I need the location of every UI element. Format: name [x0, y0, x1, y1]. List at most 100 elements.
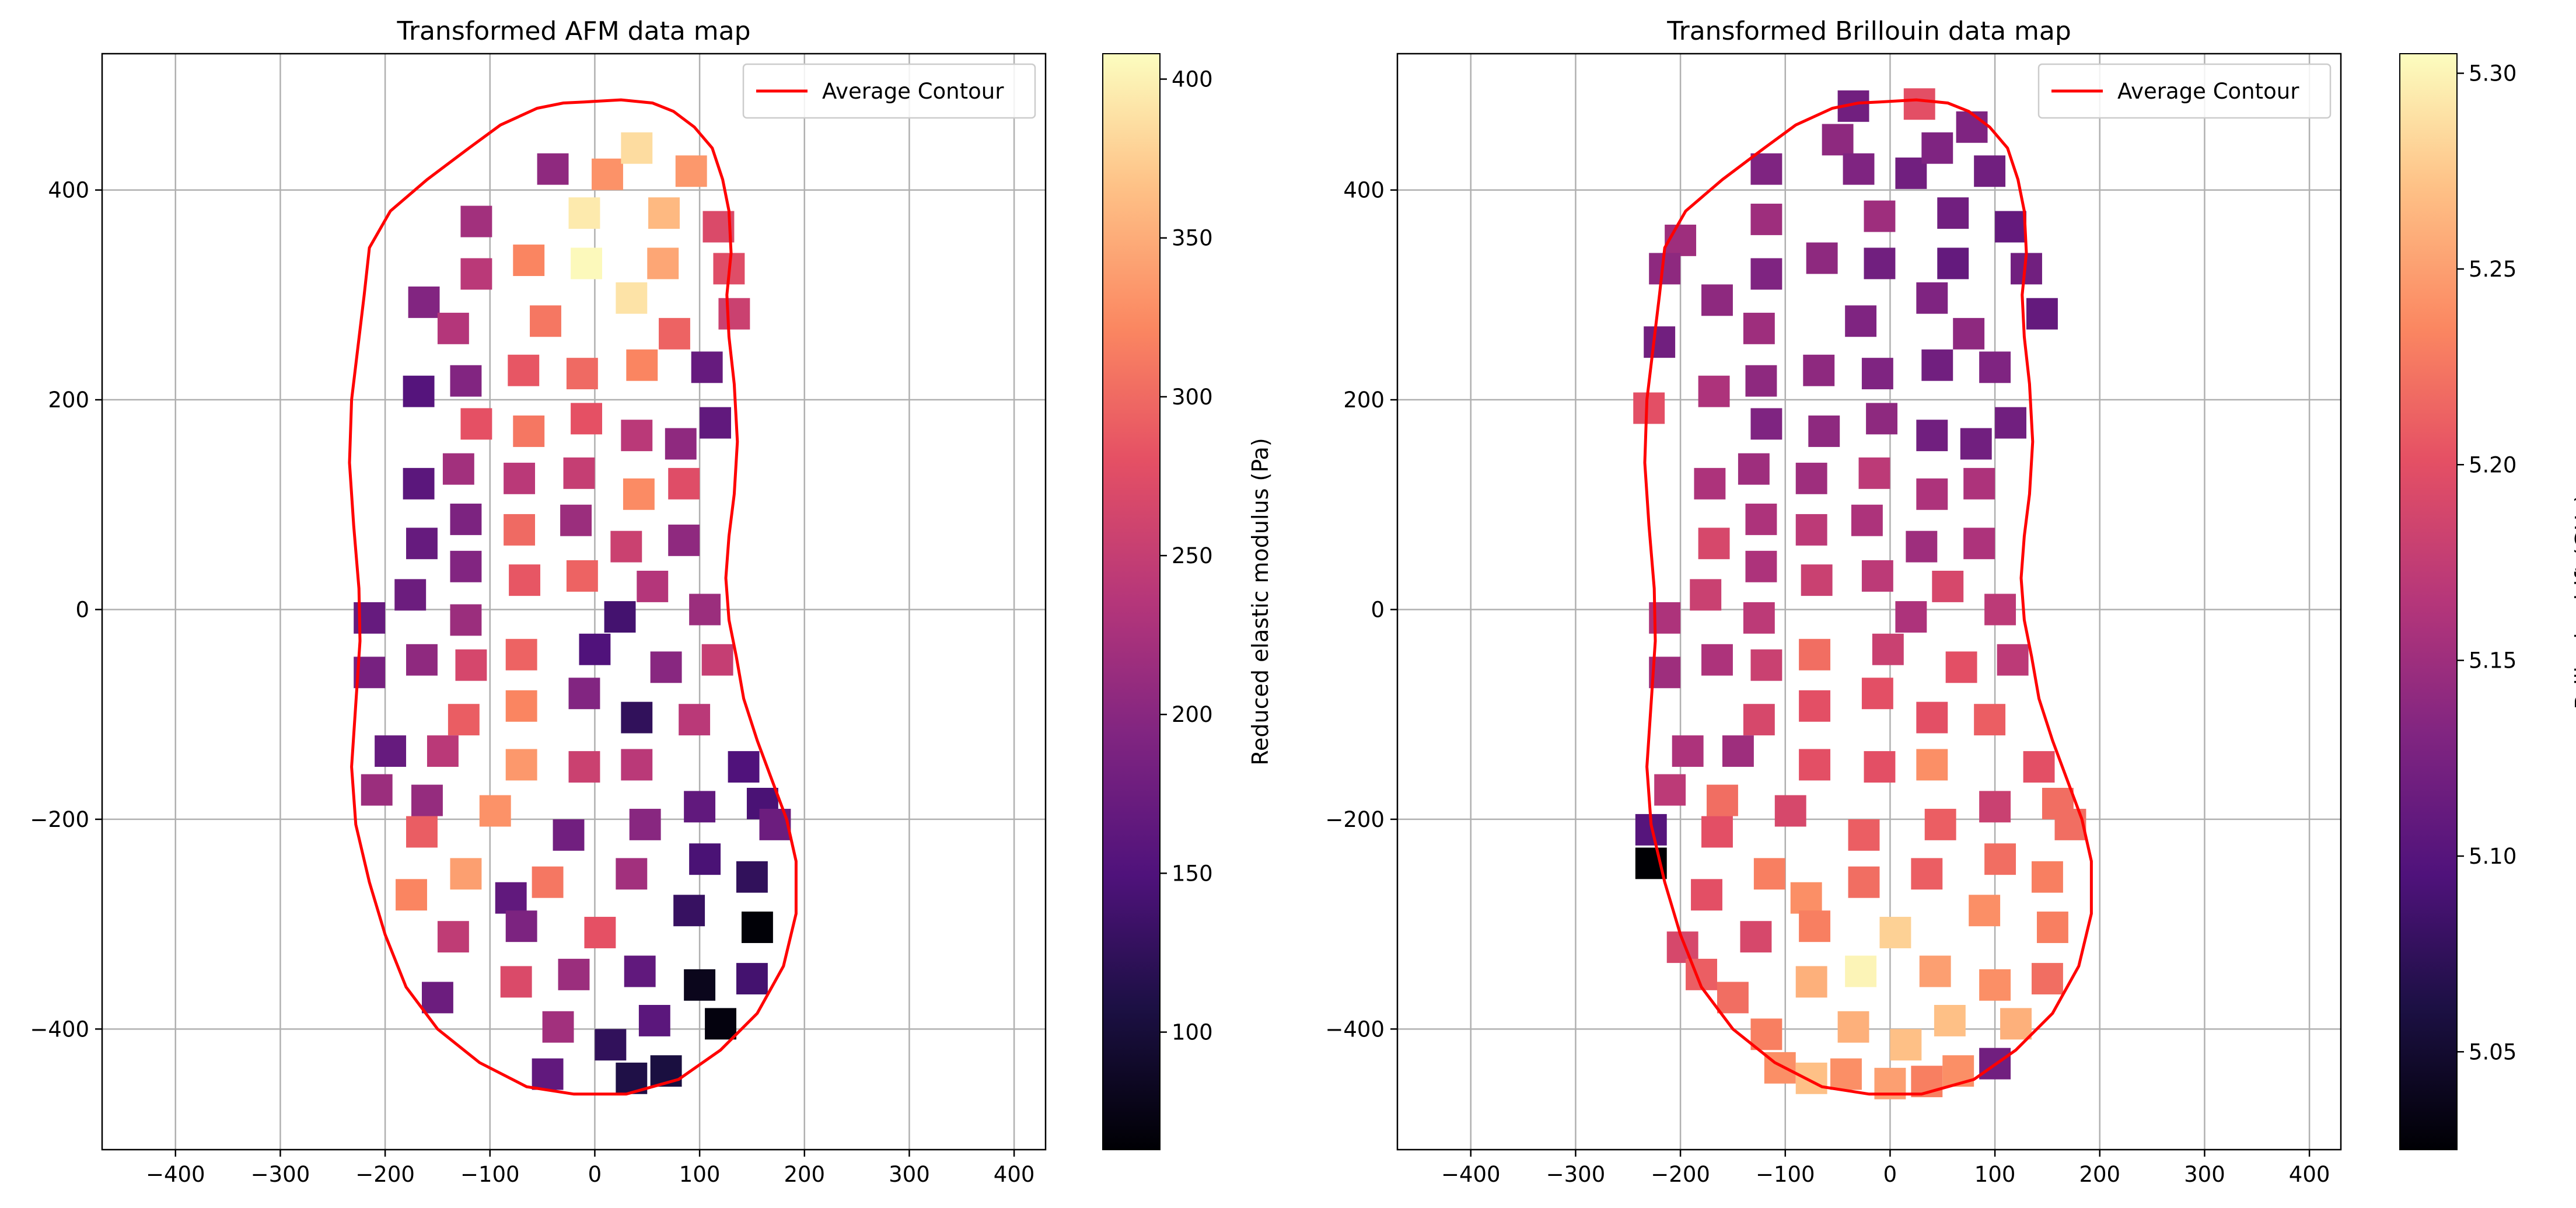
data-point	[403, 467, 435, 500]
data-point	[1822, 124, 1854, 156]
data-point	[1799, 910, 1831, 942]
data-point	[1916, 282, 1948, 314]
data-point	[2031, 861, 2063, 893]
data-point	[1845, 955, 1877, 987]
brillouin-legend-box	[2037, 63, 2332, 119]
data-point	[1753, 858, 1785, 890]
data-point	[1750, 153, 1782, 185]
data-point	[460, 408, 492, 440]
data-point	[504, 514, 536, 546]
afm-data-points	[354, 132, 791, 1094]
data-point	[1995, 407, 2026, 439]
x-tick-label: 100	[679, 1162, 721, 1187]
data-point	[1750, 649, 1782, 681]
brillouin-chart-title: Transformed Brillouin data map	[1666, 16, 2071, 46]
data-point	[571, 247, 603, 280]
y-tick-label: 400	[48, 178, 89, 203]
data-point	[406, 644, 438, 676]
x-tick-label: −100	[1756, 1162, 1815, 1187]
data-point	[2026, 298, 2058, 330]
data-point	[1879, 917, 1911, 948]
data-point	[1895, 601, 1927, 633]
data-point	[1701, 644, 1733, 676]
data-point	[1906, 530, 1938, 563]
data-point	[1963, 467, 1995, 500]
data-point	[1995, 211, 2026, 243]
data-point	[1932, 570, 1964, 602]
data-point	[592, 158, 623, 190]
data-point	[508, 354, 540, 386]
data-point	[2054, 808, 2086, 840]
data-point	[648, 197, 680, 229]
data-point	[375, 735, 407, 767]
data-point	[1845, 305, 1877, 337]
data-point	[361, 774, 393, 806]
data-point	[1790, 882, 1822, 914]
afm-average-contour	[348, 98, 798, 1096]
data-point	[679, 704, 711, 736]
data-point	[584, 917, 616, 948]
data-point	[1750, 203, 1782, 235]
data-point	[1738, 453, 1770, 485]
data-point	[1979, 969, 2011, 1001]
afm-chart-title: Transformed AFM data map	[396, 16, 750, 46]
brillouin-legend: Average Contour	[2037, 63, 2332, 119]
data-point	[479, 795, 511, 827]
colorbar-tick-label: 5.10	[2469, 844, 2516, 869]
data-point	[1806, 242, 1838, 274]
data-point	[1808, 416, 1840, 447]
data-point	[1916, 749, 1948, 781]
data-point	[616, 282, 648, 314]
data-point	[689, 843, 721, 875]
data-point	[1956, 111, 1988, 143]
data-point	[1984, 593, 2016, 626]
afm-y-axis: −400 −200 0 200 400	[30, 178, 102, 1042]
data-point	[621, 420, 653, 452]
y-tick-label: 0	[75, 597, 89, 622]
data-point	[1633, 392, 1665, 424]
data-point	[1864, 200, 1896, 232]
y-tick-label: 400	[1343, 178, 1385, 203]
data-point	[2031, 963, 2063, 995]
y-tick-label: −200	[1325, 807, 1385, 832]
data-point	[665, 428, 697, 460]
x-tick-label: 400	[994, 1162, 1035, 1187]
data-point	[566, 358, 598, 390]
data-point	[1937, 247, 1969, 280]
data-point	[1890, 1029, 1922, 1061]
data-point	[1795, 514, 1827, 546]
data-point	[460, 205, 492, 238]
data-point	[1937, 197, 1969, 229]
data-point	[1701, 816, 1733, 848]
data-point	[1799, 690, 1831, 722]
data-point	[1750, 408, 1782, 440]
data-point	[566, 560, 598, 592]
data-point	[448, 704, 480, 736]
data-point	[1743, 602, 1775, 634]
data-point	[1795, 462, 1827, 494]
data-point	[736, 963, 768, 995]
data-point	[1799, 638, 1831, 671]
data-point	[504, 462, 536, 494]
data-point	[1916, 701, 1948, 734]
data-point	[1743, 704, 1775, 736]
x-tick-label: 100	[1974, 1162, 2016, 1187]
data-point	[505, 690, 537, 722]
data-point	[437, 921, 469, 953]
data-point	[718, 298, 750, 330]
data-point	[408, 286, 440, 318]
data-point	[421, 982, 453, 1014]
data-point	[1745, 550, 1777, 582]
data-point	[1701, 284, 1733, 316]
colorbar-tick-label: 400	[1172, 67, 1213, 92]
data-point	[560, 504, 592, 536]
data-point	[455, 649, 487, 681]
data-point	[2000, 1008, 2032, 1040]
data-point	[1848, 866, 1880, 898]
afm-legend: Average Contour	[742, 63, 1036, 119]
data-point	[568, 751, 600, 783]
data-point	[427, 735, 459, 767]
data-point	[1774, 795, 1806, 827]
data-point	[1963, 528, 1995, 560]
